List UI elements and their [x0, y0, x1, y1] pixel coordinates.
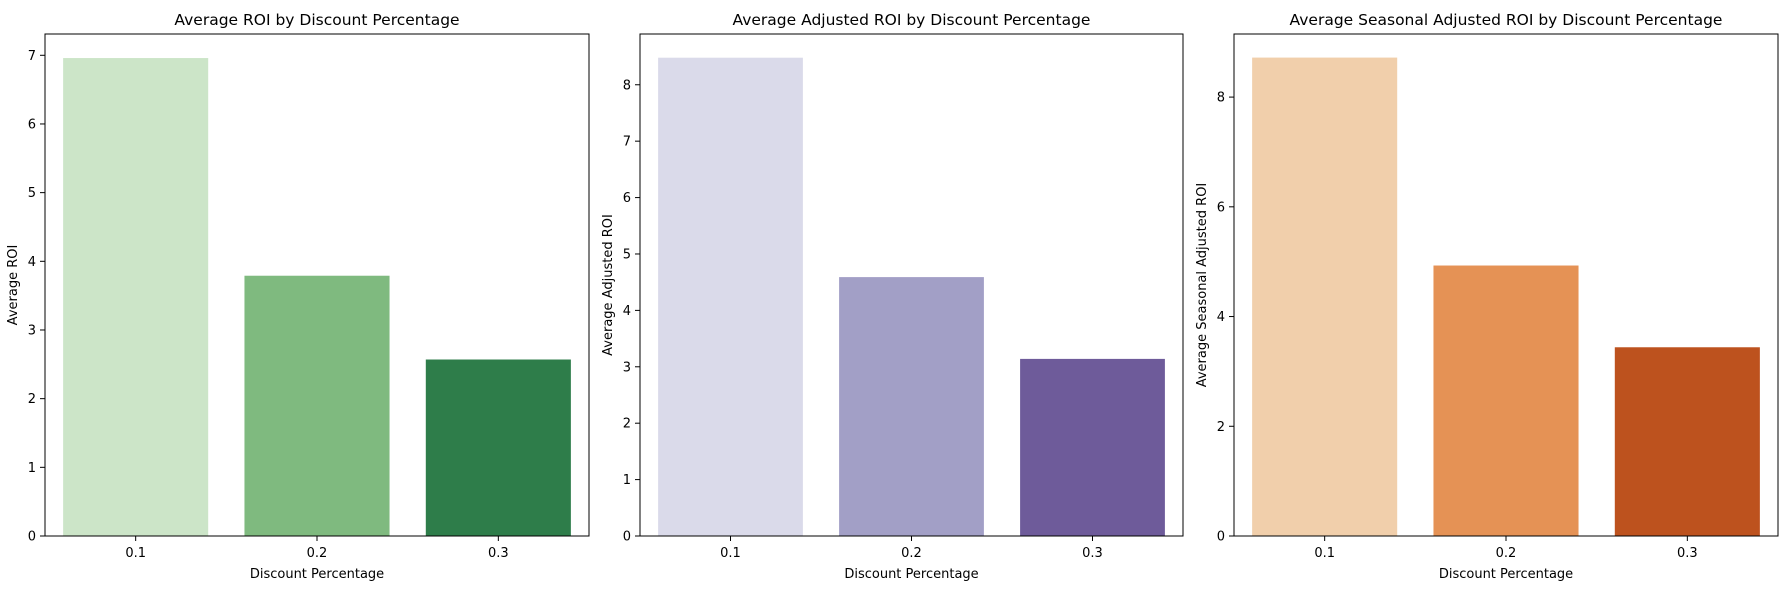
- y-tick-label: 6: [28, 117, 36, 132]
- bar-0.1: [63, 58, 209, 536]
- y-tick-label: 0: [1217, 530, 1225, 545]
- y-axis-label: Average Adjusted ROI: [601, 214, 616, 356]
- x-axis-label: Discount Percentage: [1439, 567, 1573, 582]
- bar-0.1: [658, 57, 803, 537]
- y-tick-label: 2: [623, 417, 631, 432]
- bar-0.3: [1614, 347, 1760, 536]
- y-axis-label: Average ROI: [6, 245, 21, 326]
- chart-3: 0 2 4 6 8 0.1 0.2 0.3 Average Seasonal Adjusted …: [1195, 11, 1779, 582]
- x-tick-label: 0.3: [1677, 546, 1698, 561]
- bar-0.2: [839, 277, 984, 536]
- y-axis-label: Average Seasonal Adjusted ROI: [1195, 183, 1210, 388]
- bar-0.3: [425, 359, 571, 536]
- x-axis-label: Discount Percentage: [250, 567, 384, 582]
- chart-title: Average ROI by Discount Percentage: [174, 11, 459, 29]
- bar-0.2: [244, 275, 390, 536]
- x-tick-label: 0.3: [1082, 546, 1103, 561]
- y-tick-label: 8: [1217, 91, 1225, 106]
- y-tick-label: 5: [28, 186, 36, 201]
- x-axis-label: Discount Percentage: [844, 567, 978, 582]
- chart-title: Average Adjusted ROI by Discount Percent…: [733, 11, 1091, 29]
- y-tick-label: 8: [623, 78, 631, 93]
- x-tick-label: 0.2: [307, 546, 328, 561]
- y-tick-label: 7: [623, 135, 631, 150]
- bar-0.1: [1252, 57, 1398, 537]
- y-tick-label: 2: [28, 392, 36, 407]
- chart-title: Average Seasonal Adjusted ROI by Discoun…: [1290, 11, 1723, 29]
- x-tick-label: 0.3: [488, 546, 509, 561]
- y-tick-label: 4: [1217, 310, 1225, 325]
- x-tick-label: 0.2: [1496, 546, 1517, 561]
- x-tick-label: 0.1: [1314, 546, 1335, 561]
- y-tick-label: 4: [28, 255, 36, 270]
- y-tick-label: 3: [623, 360, 631, 375]
- chart-1: 0 1 2 3 4 5 6 7 0.1 0.2 0.3 Average ROI by Discount…: [6, 11, 590, 582]
- x-tick-label: 0.2: [901, 546, 922, 561]
- y-tick-label: 0: [623, 530, 631, 545]
- x-tick-label: 0.1: [125, 546, 146, 561]
- x-tick-label: 0.1: [720, 546, 741, 561]
- bar-0.3: [1020, 358, 1165, 536]
- y-tick-label: 0: [28, 530, 36, 545]
- y-tick-label: 6: [623, 191, 631, 206]
- y-tick-label: 7: [28, 49, 36, 64]
- y-tick-label: 5: [623, 247, 631, 262]
- y-tick-label: 2: [1217, 420, 1225, 435]
- y-tick-label: 1: [28, 461, 36, 476]
- bar-0.2: [1433, 265, 1579, 536]
- chart-2: 0 1 2 3 4 5 6 7 8 0.1 0.2 0.3 Average Adjusted ROI b…: [601, 11, 1184, 582]
- y-tick-label: 4: [623, 304, 631, 319]
- y-tick-label: 6: [1217, 200, 1225, 215]
- y-tick-label: 1: [623, 473, 631, 488]
- y-tick-label: 3: [28, 323, 36, 338]
